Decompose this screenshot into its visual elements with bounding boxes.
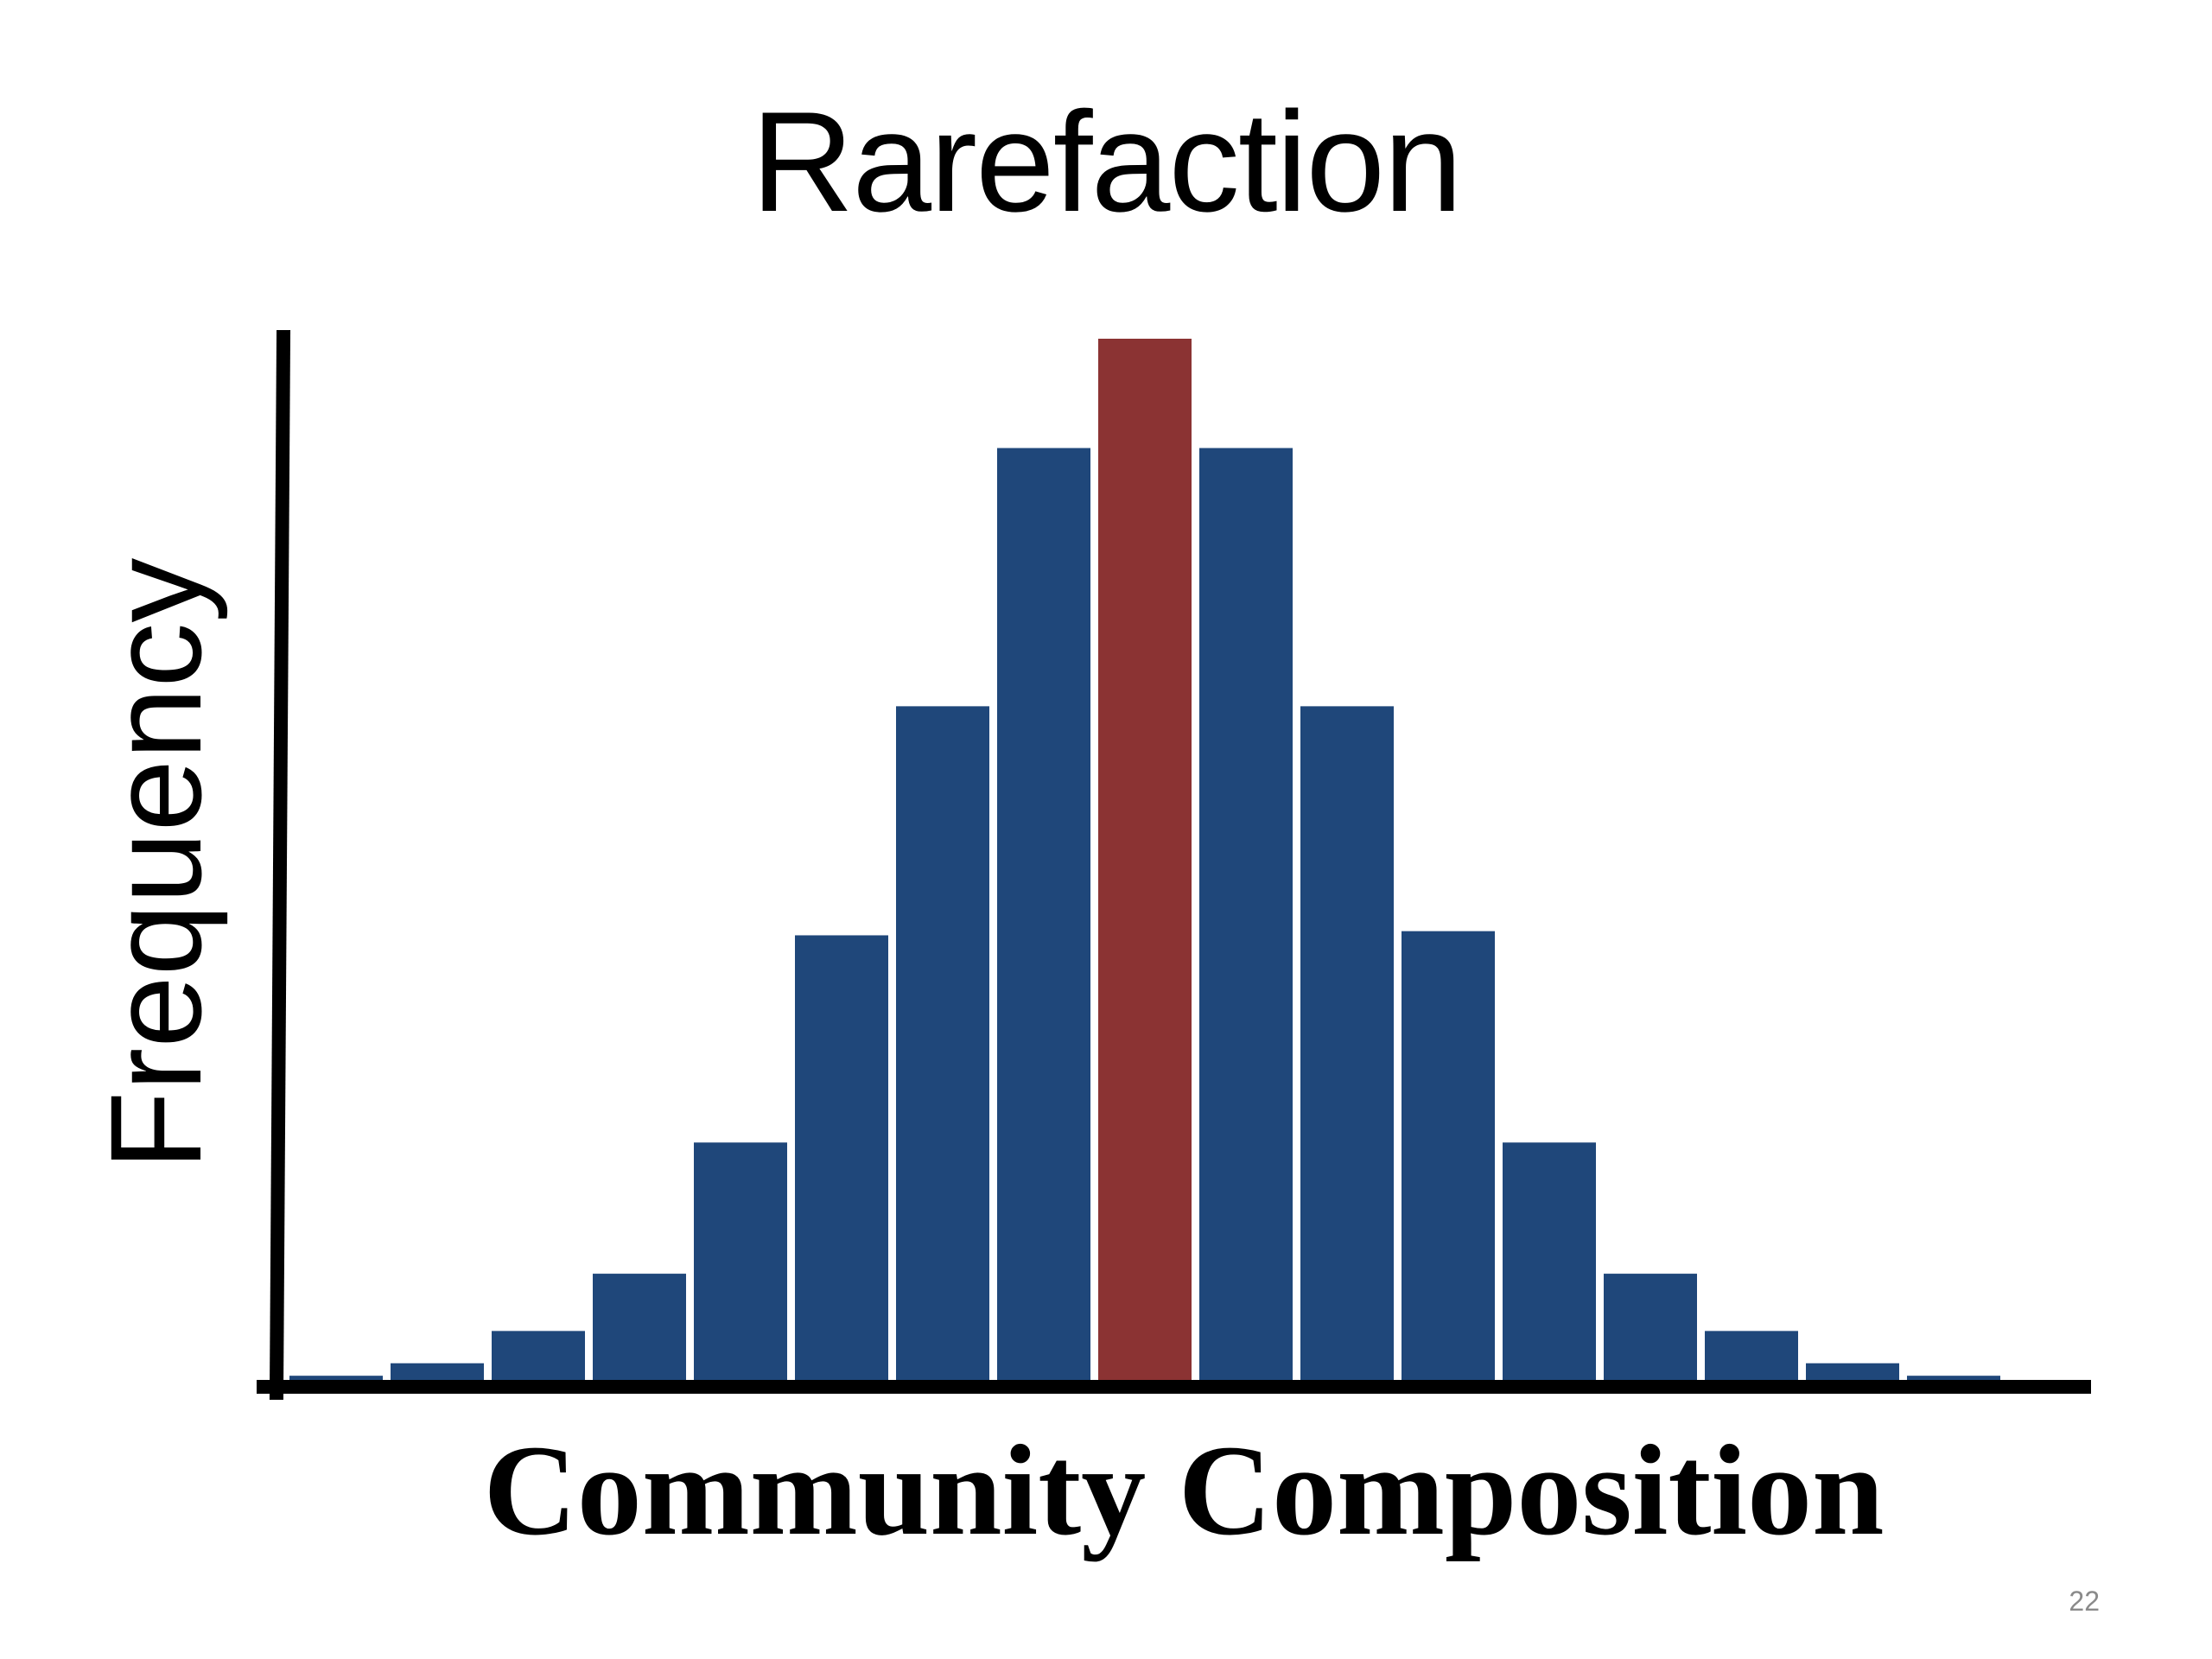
bar xyxy=(492,1331,585,1380)
bar xyxy=(1300,706,1394,1380)
bar-highlighted xyxy=(1098,339,1192,1380)
x-axis-label: Community Composition xyxy=(483,1419,1885,1562)
bar xyxy=(289,1376,383,1380)
bar xyxy=(694,1142,787,1380)
bar xyxy=(593,1274,686,1380)
bar xyxy=(1705,1331,1798,1380)
slide-title: Rarefaction xyxy=(751,82,1463,241)
y-axis-line xyxy=(269,329,291,1401)
bar xyxy=(795,935,888,1380)
bar xyxy=(1604,1274,1697,1380)
bars-group xyxy=(289,339,2000,1380)
slide-number: 22 xyxy=(2069,1586,2100,1617)
bar xyxy=(391,1363,484,1380)
bar xyxy=(1199,448,1293,1380)
bar xyxy=(1402,931,1495,1380)
bar xyxy=(1907,1376,2000,1380)
bar xyxy=(1503,1142,1596,1380)
bar xyxy=(896,706,989,1380)
bar xyxy=(1806,1363,1899,1380)
bar xyxy=(997,448,1090,1380)
y-axis-label: Frequency xyxy=(83,557,228,1171)
